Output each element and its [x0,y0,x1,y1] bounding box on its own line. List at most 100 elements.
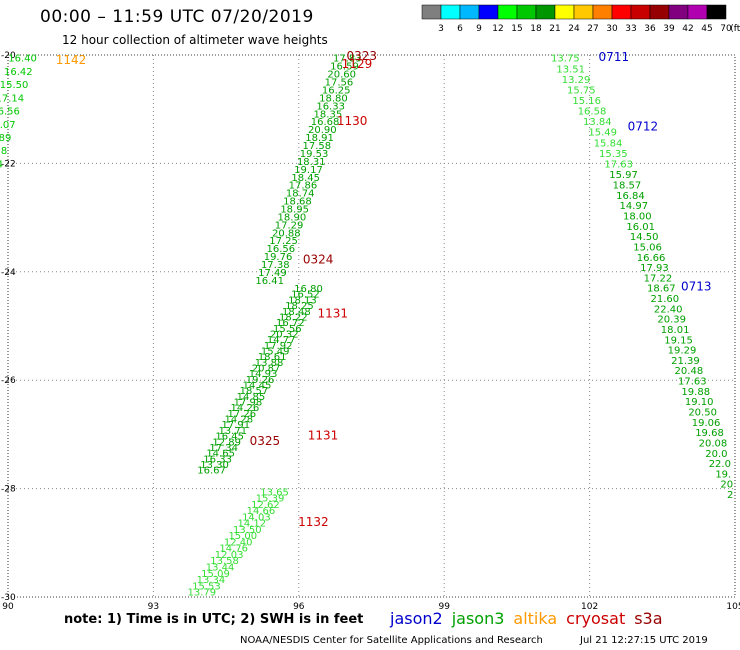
wave-height-value: 16.33 [203,454,232,465]
colorbar-swatch [630,4,651,20]
wave-height-value: 20.32 [270,329,299,340]
wave-height-value: 17.29 [275,220,304,231]
page-title: 00:00 – 11:59 UTC 07/20/2019 [40,7,314,27]
colorbar-unit-label: (ft) [730,24,740,34]
pass-time-label: 1142 [56,53,87,67]
colorbar-swatch [440,4,461,20]
satellite-legend: jason2 jason3 altika cryosat s3a [390,609,672,628]
wave-height-value: 12.03 [215,550,244,561]
wave-height-value: 16.58 [578,107,607,118]
wave-height-value: 18.67 [647,284,676,295]
pass-time-label: 1131 [317,306,348,320]
wave-height-value: 15.53 [192,581,221,592]
wave-height-value: 12.40 [224,537,253,548]
pass-time-label: 0712 [628,119,659,133]
satellite-legend-altika: altika [513,609,558,628]
wave-height-value: 13.65 [260,487,289,498]
wave-height-value: 15.49 [261,346,290,357]
wave-height-value: 21.60 [650,294,679,305]
wave-height-value: 13.34 [197,575,226,586]
wave-height-value: 16.52 [291,290,320,301]
wave-height-value: 18.68 [283,197,312,208]
wave-height-value: 14.66 [247,506,276,517]
wave-height-value: 19.06 [692,418,721,429]
wave-height-value: 20.39 [657,315,686,326]
wave-height-value: 16.56 [266,244,295,255]
wave-height-value: 14.12 [238,519,267,530]
plot-frame [7,54,736,598]
wave-height-value: 20 [720,480,733,491]
wave-height-value: 14.26 [231,403,260,414]
wave-height-value: 16.80 [294,284,323,295]
note-text: note: 1) Time is in UTC; 2) SWH is in fe… [64,612,364,627]
wave-height-value: 14.65 [206,449,235,460]
colorbar-tick-label: 3 [438,24,444,34]
wave-height-value: 16.45 [215,432,244,443]
satellite-legend-s3a: s3a [634,609,663,628]
wave-height-value: 16.84 [616,191,645,202]
wave-height-value: 18.91 [305,133,334,144]
colorbar-swatch [554,4,575,20]
colorbar-swatch [421,4,442,20]
wave-height-value: 18.13 [288,295,317,306]
colorbar-swatch [706,4,727,20]
wave-height-value: 15.49 [588,128,617,139]
wave-height-value: 18.80 [319,93,348,104]
wave-height-value: 19. [715,469,731,480]
wave-height-value: 19.17 [294,165,323,176]
wave-height-value: 13.71 [218,426,247,437]
wave-height-value: 2 [727,490,733,501]
lat-tick-label: -22 [1,159,16,169]
lat-tick-label: -30 [1,593,16,603]
wave-height-value: 18.57 [240,386,269,397]
wave-height-value: 13.88 [255,358,284,369]
wave-height-value: 18.35 [314,109,343,120]
colorbar-tick-label: 12 [492,24,503,34]
satellite-legend-jason2: jason2 [390,609,443,628]
wave-height-value: 13.79 [188,588,217,599]
colorbar-tick-label: 18 [530,24,542,34]
colorbar-tick-label: 21 [549,24,560,34]
wave-height-value: 17.83 [333,54,362,65]
wave-height-value: 20.88 [272,228,301,239]
wave-height-value: 16.72 [276,318,305,329]
wave-height-value: 14.45 [243,381,272,392]
wave-height-value: 12.62 [251,500,280,511]
colorbar-swatch [649,4,670,20]
wave-height-value: 13.75 [551,54,580,65]
satellite-legend-jason3: jason3 [451,609,505,628]
lon-tick-label: 102 [581,602,598,612]
colorbar-swatch [687,4,708,20]
colorbar-swatch [497,4,518,20]
wave-height-value: 18.95 [280,205,309,216]
wave-height-value: 20.60 [327,70,356,81]
wave-height-value: 20.90 [308,125,337,136]
wave-height-value: 19.29 [668,346,697,357]
wave-height-value: 15.35 [599,149,628,160]
wave-height-value: 18.01 [661,325,690,336]
wave-height-value: 15.84 [594,138,623,149]
wave-height-value: 18.61 [258,352,287,363]
page-subtitle: 12 hour collection of altimeter wave hei… [62,33,328,47]
wave-height-value: 16.33 [316,101,345,112]
wave-height-value: 12.89 [212,437,241,448]
pass-time-label: 1130 [337,114,368,128]
colorbar-tick-label: 9 [476,24,482,34]
wave-height-value: 16.66 [637,253,666,264]
wave-height-value: 17.22 [644,273,673,284]
wave-height-value: 14.03 [242,512,271,523]
wave-height-value: 17.14 [0,93,24,104]
colorbar-swatch [478,4,499,20]
wave-height-value: 21.39 [671,356,700,367]
wave-height-value: 16.07 [0,120,16,131]
colorbar-swatch [535,4,556,20]
wave-height-value: 19.15 [664,335,693,346]
pass-time-label: 0324 [303,252,334,266]
pass-time-label: 0711 [599,50,630,64]
satellite-legend-cryosat: cryosat [566,609,626,628]
wave-height-value: 17.98 [234,398,263,409]
wave-height-value: 19.76 [264,252,293,263]
wave-height-value: 18.90 [278,212,307,223]
wave-height-value: 17.63 [678,377,707,388]
